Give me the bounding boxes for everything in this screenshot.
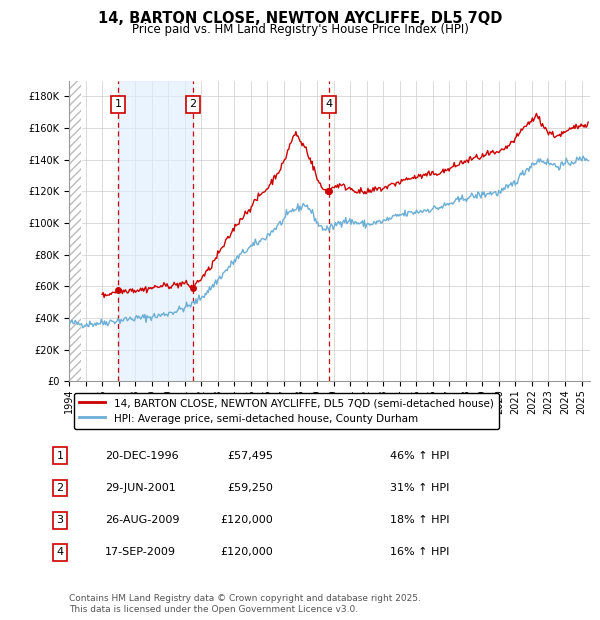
Text: 4: 4 <box>56 547 64 557</box>
Text: 3: 3 <box>56 515 64 525</box>
Text: £120,000: £120,000 <box>220 547 273 557</box>
Bar <box>69 81 82 381</box>
Text: £59,250: £59,250 <box>227 483 273 493</box>
Text: £120,000: £120,000 <box>220 515 273 525</box>
Legend: 14, BARTON CLOSE, NEWTON AYCLIFFE, DL5 7QD (semi-detached house), HPI: Average p: 14, BARTON CLOSE, NEWTON AYCLIFFE, DL5 7… <box>74 392 499 429</box>
Text: 46% ↑ HPI: 46% ↑ HPI <box>390 451 449 461</box>
Bar <box>118 81 193 381</box>
Text: £57,495: £57,495 <box>227 451 273 461</box>
Text: 2: 2 <box>189 99 196 109</box>
Text: 18% ↑ HPI: 18% ↑ HPI <box>390 515 449 525</box>
Text: 4: 4 <box>325 99 332 109</box>
Text: 2: 2 <box>56 483 64 493</box>
Text: 1: 1 <box>56 451 64 461</box>
Text: 20-DEC-1996: 20-DEC-1996 <box>105 451 179 461</box>
Text: 17-SEP-2009: 17-SEP-2009 <box>105 547 176 557</box>
Text: 16% ↑ HPI: 16% ↑ HPI <box>390 547 449 557</box>
Text: 29-JUN-2001: 29-JUN-2001 <box>105 483 176 493</box>
Text: Contains HM Land Registry data © Crown copyright and database right 2025.
This d: Contains HM Land Registry data © Crown c… <box>69 595 421 614</box>
Text: Price paid vs. HM Land Registry's House Price Index (HPI): Price paid vs. HM Land Registry's House … <box>131 23 469 36</box>
Text: 26-AUG-2009: 26-AUG-2009 <box>105 515 179 525</box>
Text: 31% ↑ HPI: 31% ↑ HPI <box>390 483 449 493</box>
Text: 1: 1 <box>115 99 122 109</box>
Bar <box>69 81 82 381</box>
Text: 14, BARTON CLOSE, NEWTON AYCLIFFE, DL5 7QD: 14, BARTON CLOSE, NEWTON AYCLIFFE, DL5 7… <box>98 11 502 26</box>
